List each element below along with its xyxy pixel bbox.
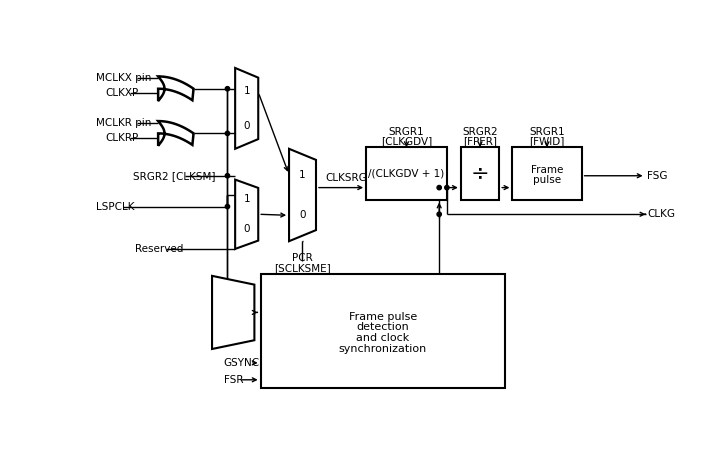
Text: GSYNC: GSYNC — [224, 358, 260, 368]
Bar — [461, 147, 499, 200]
Polygon shape — [212, 276, 254, 349]
Bar — [366, 147, 447, 200]
Text: MCLKX pin: MCLKX pin — [96, 73, 151, 83]
Text: detection: detection — [357, 322, 409, 332]
Text: [CLKGDV]: [CLKGDV] — [381, 136, 432, 146]
Text: and clock: and clock — [356, 333, 409, 343]
Text: pulse: pulse — [533, 174, 561, 185]
Text: SRGR2 [CLKSM]: SRGR2 [CLKSM] — [133, 171, 215, 181]
Text: 0: 0 — [244, 121, 250, 131]
Text: SRGR1: SRGR1 — [389, 127, 425, 137]
Text: 1: 1 — [244, 194, 250, 204]
Text: Frame pulse: Frame pulse — [349, 312, 417, 321]
Circle shape — [225, 204, 230, 209]
Circle shape — [225, 131, 230, 135]
Circle shape — [437, 186, 441, 190]
Circle shape — [445, 186, 449, 190]
Text: MCLKR pin: MCLKR pin — [96, 118, 151, 128]
Text: PCR: PCR — [292, 253, 313, 263]
Circle shape — [225, 86, 230, 91]
Text: 0: 0 — [300, 211, 306, 220]
Polygon shape — [158, 77, 193, 101]
Polygon shape — [235, 180, 258, 249]
Text: [FWID]: [FWID] — [529, 136, 565, 146]
Text: Reserved: Reserved — [135, 244, 183, 254]
Text: 0: 0 — [244, 225, 250, 235]
Text: 1: 1 — [300, 170, 306, 180]
Text: synchronization: synchronization — [339, 344, 427, 354]
Text: SRGR2: SRGR2 — [462, 127, 498, 137]
Text: ÷: ÷ — [470, 164, 489, 183]
Text: CLKRP: CLKRP — [106, 133, 139, 143]
Text: FSG: FSG — [647, 171, 667, 181]
Text: 1: 1 — [244, 86, 250, 95]
Text: SRGR1: SRGR1 — [529, 127, 565, 137]
Text: CLKSRG: CLKSRG — [325, 173, 367, 183]
Circle shape — [225, 173, 230, 178]
Polygon shape — [158, 121, 193, 146]
Text: FSR: FSR — [224, 375, 243, 385]
Text: /(CLKGDV + 1): /(CLKGDV + 1) — [369, 168, 445, 179]
Text: LSPCLK: LSPCLK — [96, 202, 134, 212]
Bar — [513, 147, 582, 200]
Text: [FPER]: [FPER] — [463, 136, 497, 146]
Text: [SCLKSME]: [SCLKSME] — [274, 263, 331, 273]
Text: Frame: Frame — [531, 164, 563, 174]
Circle shape — [437, 212, 441, 216]
Polygon shape — [289, 149, 316, 241]
Bar — [260, 274, 505, 387]
Polygon shape — [235, 68, 258, 149]
Text: CLKXP: CLKXP — [106, 88, 139, 98]
Text: CLKG: CLKG — [647, 209, 675, 219]
